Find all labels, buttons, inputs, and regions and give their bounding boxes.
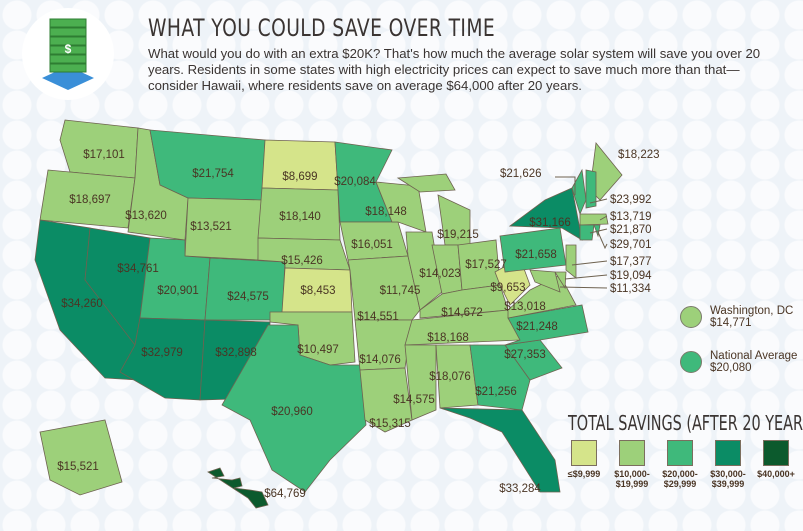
state-va xyxy=(507,274,577,319)
dc-label: Washington, DC xyxy=(710,305,794,317)
state-value-tx: $20,960 xyxy=(271,406,313,418)
state-value-ne: $15,426 xyxy=(281,255,323,267)
state-or xyxy=(39,169,136,229)
state-value-mt: $21,754 xyxy=(192,168,234,180)
state-value-va: $13,018 xyxy=(504,301,546,313)
state-value-mo: $14,551 xyxy=(357,311,399,323)
state-value-ut: $20,901 xyxy=(157,285,199,297)
state-value-la: $15,315 xyxy=(369,418,411,430)
legend-title: TOTAL SAVINGS (AFTER 20 YEARS) xyxy=(568,411,803,435)
state-value-ia: $16,051 xyxy=(351,239,393,251)
dc-savings: Washington, DC $14,771 xyxy=(680,305,793,329)
state-md xyxy=(529,269,561,293)
state-value-or: $18,697 xyxy=(69,194,111,206)
state-value-nc: $21,248 xyxy=(516,321,558,333)
state-value-ak: $15,521 xyxy=(57,461,99,473)
state-value-hi: $64,769 xyxy=(264,488,306,500)
state-value-sd: $18,140 xyxy=(279,211,321,223)
leader-line xyxy=(597,231,608,250)
legend-item: $10,000- $19,999 xyxy=(602,440,662,489)
state-tx xyxy=(221,324,367,493)
state-ga xyxy=(469,344,531,411)
state-value-ky: $14,672 xyxy=(441,307,483,319)
state-value-wi: $18,148 xyxy=(365,206,407,218)
state-value-de: $19,094 xyxy=(610,270,652,282)
state-value-ct: $21,870 xyxy=(610,224,652,236)
state-value-ri: $29,701 xyxy=(610,239,652,251)
intro-text: What would you do with an extra $20K? Th… xyxy=(148,46,761,93)
leader-line xyxy=(599,215,608,221)
state-ak xyxy=(39,419,123,496)
state-la xyxy=(359,367,413,433)
national-value: $20,080 xyxy=(710,362,752,374)
dc-value: $14,771 xyxy=(710,317,752,329)
state-ct xyxy=(579,224,595,241)
state-value-mi: $19,215 xyxy=(437,229,479,241)
legend-item: $40,000+ xyxy=(746,440,803,479)
state-co xyxy=(204,257,286,321)
state-value-nh: $23,992 xyxy=(610,194,652,206)
state-value-ny: $31,166 xyxy=(529,217,571,229)
national-label: National Average xyxy=(710,350,798,362)
state-value-az: $32,979 xyxy=(141,347,183,359)
leader-line xyxy=(589,228,608,234)
state-value-ms: $14,575 xyxy=(393,394,435,406)
state-value-ma: $13,719 xyxy=(610,211,652,223)
state-value-al: $18,076 xyxy=(429,371,471,383)
state-value-mn: $20,084 xyxy=(334,176,376,188)
leader-line xyxy=(559,286,608,289)
state-value-oh: $17,527 xyxy=(465,259,507,271)
state-value-id: $13,620 xyxy=(125,210,167,222)
legend-item: $30,000- $39,999 xyxy=(698,440,758,489)
state-value-ga: $21,256 xyxy=(475,386,517,398)
money-building-icon: $ xyxy=(22,8,114,100)
state-value-tn: $18,168 xyxy=(427,332,469,344)
state-value-co: $24,575 xyxy=(227,291,269,303)
state-value-pa: $21,658 xyxy=(515,249,557,261)
leader-line xyxy=(571,260,608,266)
state-nj xyxy=(565,244,577,279)
state-ms xyxy=(404,344,437,421)
state-mi xyxy=(396,173,456,193)
state-value-ar: $14,076 xyxy=(359,354,401,366)
leader-line xyxy=(589,198,608,204)
state-hi xyxy=(207,467,269,509)
state-de xyxy=(554,271,567,290)
dc-dot xyxy=(680,306,702,328)
state-value-in: $14,023 xyxy=(419,268,461,280)
legend-item: $20,000- $29,999 xyxy=(650,440,710,489)
state-ny xyxy=(508,187,583,241)
state-value-sc: $27,353 xyxy=(504,349,546,361)
state-value-wa: $17,101 xyxy=(83,149,125,161)
state-value-ca: $34,260 xyxy=(61,298,103,310)
state-value-nm: $32,898 xyxy=(215,347,257,359)
state-value-il: $11,745 xyxy=(380,285,421,297)
page-title: WHAT YOU COULD SAVE OVER TIME xyxy=(148,14,496,42)
state-value-vt: $21,626 xyxy=(500,168,542,180)
legend-item: ≤$9,999 xyxy=(554,440,614,479)
state-value-nd: $8,699 xyxy=(282,171,317,183)
state-value-ks: $8,453 xyxy=(300,285,335,297)
state-nh xyxy=(585,169,597,209)
state-value-wv: $9,653 xyxy=(490,282,525,294)
state-value-me: $18,223 xyxy=(618,149,660,161)
state-value-wy: $13,521 xyxy=(190,221,232,233)
state-value-nj: $17,377 xyxy=(610,256,652,268)
state-value-md: $11,334 xyxy=(610,283,651,295)
state-ma xyxy=(579,213,609,226)
leader-line xyxy=(564,274,608,280)
national-dot xyxy=(680,351,702,373)
state-value-nv: $34,761 xyxy=(117,263,159,275)
state-value-ok: $10,497 xyxy=(297,344,339,356)
state-value-fl: $33,284 xyxy=(499,483,541,495)
national-average: National Average $20,080 xyxy=(680,350,797,374)
state-fl xyxy=(439,407,561,493)
leader-line xyxy=(555,176,576,195)
svg-text:$: $ xyxy=(65,42,72,56)
